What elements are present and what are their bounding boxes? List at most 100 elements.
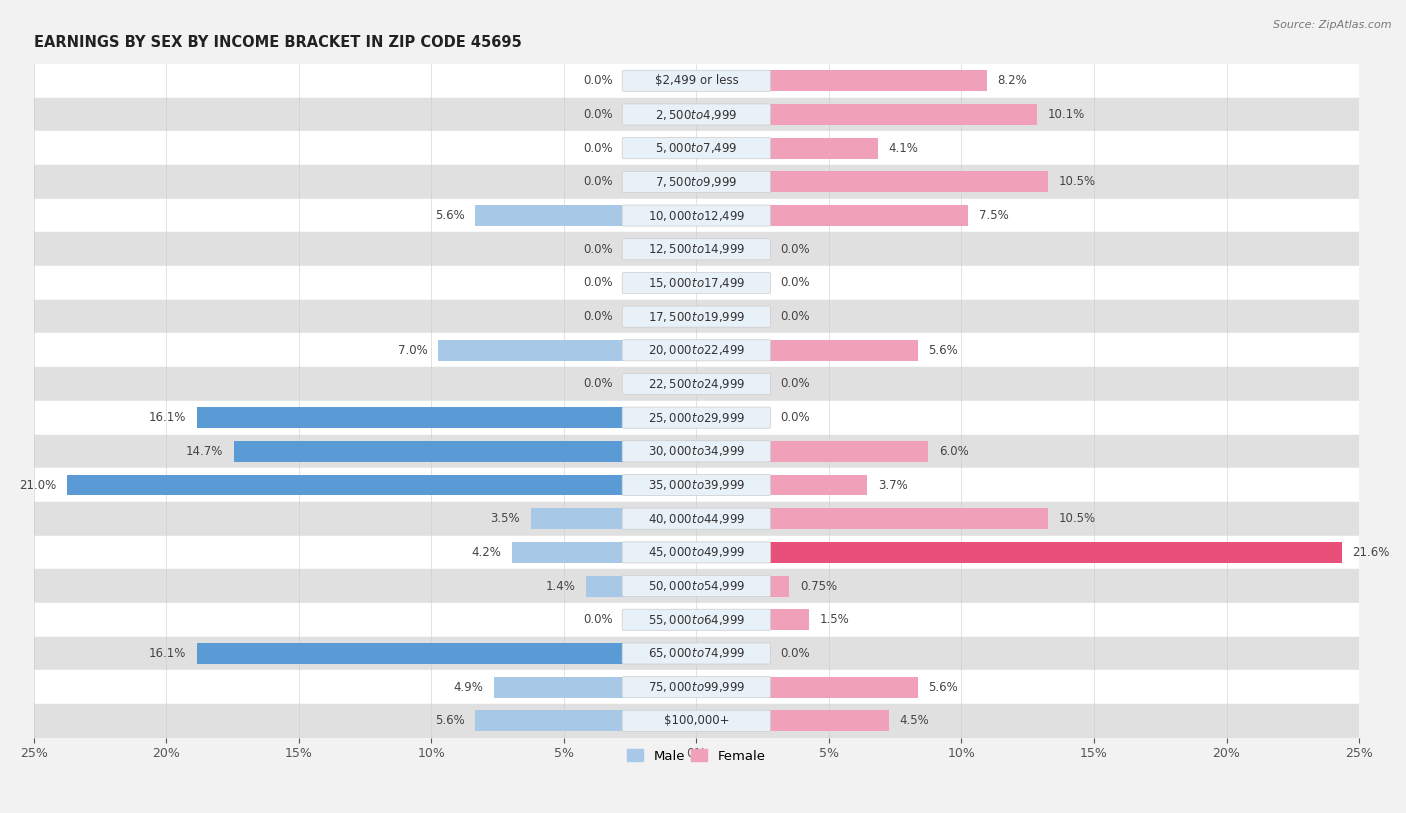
Text: $22,500 to $24,999: $22,500 to $24,999 bbox=[648, 377, 745, 391]
Bar bbox=[197, 643, 623, 664]
Bar bbox=[769, 441, 928, 462]
Text: $55,000 to $64,999: $55,000 to $64,999 bbox=[648, 613, 745, 627]
FancyBboxPatch shape bbox=[623, 676, 770, 698]
Text: 4.5%: 4.5% bbox=[900, 715, 929, 728]
Bar bbox=[34, 536, 1360, 569]
Bar bbox=[34, 266, 1360, 300]
FancyBboxPatch shape bbox=[623, 239, 770, 260]
FancyBboxPatch shape bbox=[623, 541, 770, 563]
Bar bbox=[769, 711, 889, 731]
Text: 8.2%: 8.2% bbox=[997, 74, 1026, 87]
Text: 0.0%: 0.0% bbox=[780, 276, 810, 289]
Bar bbox=[34, 198, 1360, 233]
Text: 7.0%: 7.0% bbox=[398, 344, 427, 357]
FancyBboxPatch shape bbox=[623, 576, 770, 597]
Text: 0.0%: 0.0% bbox=[583, 276, 613, 289]
Text: 4.1%: 4.1% bbox=[889, 141, 918, 154]
Bar bbox=[769, 71, 987, 91]
Text: 3.5%: 3.5% bbox=[491, 512, 520, 525]
Text: Source: ZipAtlas.com: Source: ZipAtlas.com bbox=[1274, 20, 1392, 30]
Text: 0.0%: 0.0% bbox=[780, 310, 810, 323]
Bar bbox=[34, 132, 1360, 165]
Text: $5,000 to $7,499: $5,000 to $7,499 bbox=[655, 141, 738, 155]
FancyBboxPatch shape bbox=[623, 340, 770, 361]
Bar bbox=[769, 676, 918, 698]
Text: 1.5%: 1.5% bbox=[820, 613, 849, 626]
FancyBboxPatch shape bbox=[623, 508, 770, 529]
FancyBboxPatch shape bbox=[623, 373, 770, 394]
Bar bbox=[34, 637, 1360, 670]
Bar bbox=[34, 165, 1360, 198]
Text: 7.5%: 7.5% bbox=[979, 209, 1008, 222]
FancyBboxPatch shape bbox=[623, 711, 770, 732]
Bar bbox=[475, 711, 623, 731]
Bar bbox=[769, 205, 969, 226]
Text: 0.0%: 0.0% bbox=[583, 377, 613, 390]
Bar bbox=[34, 434, 1360, 468]
Text: $25,000 to $29,999: $25,000 to $29,999 bbox=[648, 411, 745, 424]
FancyBboxPatch shape bbox=[623, 104, 770, 125]
Text: 0.0%: 0.0% bbox=[780, 243, 810, 256]
Text: 0.0%: 0.0% bbox=[583, 176, 613, 189]
Text: $100,000+: $100,000+ bbox=[664, 715, 730, 728]
Legend: Male, Female: Male, Female bbox=[621, 744, 770, 768]
Bar bbox=[586, 576, 623, 597]
Bar bbox=[769, 172, 1047, 193]
Text: 5.6%: 5.6% bbox=[434, 715, 464, 728]
FancyBboxPatch shape bbox=[623, 172, 770, 193]
Text: 0.0%: 0.0% bbox=[583, 74, 613, 87]
Text: 0.0%: 0.0% bbox=[780, 647, 810, 660]
Bar bbox=[512, 542, 623, 563]
Text: 0.0%: 0.0% bbox=[780, 411, 810, 424]
Text: $7,500 to $9,999: $7,500 to $9,999 bbox=[655, 175, 738, 189]
Bar bbox=[34, 300, 1360, 333]
Text: 0.0%: 0.0% bbox=[583, 108, 613, 121]
Text: $40,000 to $44,999: $40,000 to $44,999 bbox=[648, 511, 745, 526]
FancyBboxPatch shape bbox=[623, 407, 770, 428]
Text: 0.75%: 0.75% bbox=[800, 580, 837, 593]
Text: $12,500 to $14,999: $12,500 to $14,999 bbox=[648, 242, 745, 256]
Bar bbox=[34, 603, 1360, 637]
Bar bbox=[34, 367, 1360, 401]
Text: 10.5%: 10.5% bbox=[1059, 176, 1095, 189]
Text: 0.0%: 0.0% bbox=[583, 141, 613, 154]
Text: $65,000 to $74,999: $65,000 to $74,999 bbox=[648, 646, 745, 660]
Bar bbox=[34, 569, 1360, 603]
Text: $10,000 to $12,499: $10,000 to $12,499 bbox=[648, 209, 745, 223]
Text: 3.7%: 3.7% bbox=[877, 479, 908, 492]
Text: 0.0%: 0.0% bbox=[583, 243, 613, 256]
Bar bbox=[769, 542, 1341, 563]
FancyBboxPatch shape bbox=[623, 306, 770, 327]
Text: 6.0%: 6.0% bbox=[939, 445, 969, 458]
Bar bbox=[437, 340, 623, 361]
Bar bbox=[769, 340, 918, 361]
Text: $2,500 to $4,999: $2,500 to $4,999 bbox=[655, 107, 738, 121]
Bar bbox=[769, 508, 1047, 529]
Bar bbox=[197, 407, 623, 428]
Bar bbox=[34, 333, 1360, 367]
Text: 21.0%: 21.0% bbox=[20, 479, 56, 492]
Bar bbox=[530, 508, 623, 529]
Text: 10.5%: 10.5% bbox=[1059, 512, 1095, 525]
Bar bbox=[67, 475, 623, 495]
Bar bbox=[769, 609, 808, 630]
Bar bbox=[34, 670, 1360, 704]
Bar bbox=[34, 468, 1360, 502]
Bar bbox=[34, 704, 1360, 737]
Text: 0.0%: 0.0% bbox=[583, 613, 613, 626]
FancyBboxPatch shape bbox=[623, 441, 770, 462]
Text: 0.0%: 0.0% bbox=[780, 377, 810, 390]
Bar bbox=[769, 475, 868, 495]
Text: 5.6%: 5.6% bbox=[434, 209, 464, 222]
FancyBboxPatch shape bbox=[623, 205, 770, 226]
Text: $75,000 to $99,999: $75,000 to $99,999 bbox=[648, 680, 745, 694]
FancyBboxPatch shape bbox=[623, 137, 770, 159]
Bar bbox=[233, 441, 623, 462]
Text: $50,000 to $54,999: $50,000 to $54,999 bbox=[648, 579, 745, 593]
Text: EARNINGS BY SEX BY INCOME BRACKET IN ZIP CODE 45695: EARNINGS BY SEX BY INCOME BRACKET IN ZIP… bbox=[34, 35, 522, 50]
Text: $2,499 or less: $2,499 or less bbox=[655, 74, 738, 87]
Text: $30,000 to $34,999: $30,000 to $34,999 bbox=[648, 445, 745, 459]
Text: 16.1%: 16.1% bbox=[149, 647, 186, 660]
Bar bbox=[769, 137, 877, 159]
Text: 5.6%: 5.6% bbox=[928, 344, 957, 357]
